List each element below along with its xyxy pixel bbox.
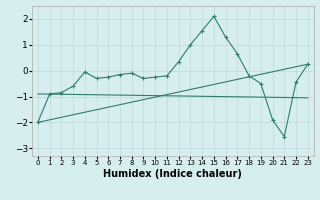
X-axis label: Humidex (Indice chaleur): Humidex (Indice chaleur) <box>103 169 242 179</box>
